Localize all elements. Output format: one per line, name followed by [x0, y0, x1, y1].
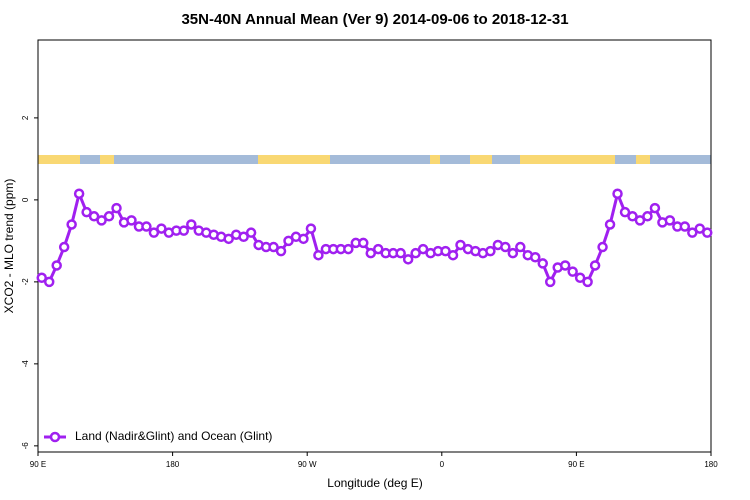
data-point: [687, 227, 698, 238]
data-point: [43, 276, 55, 288]
x-axis-label: Longitude (deg E): [327, 476, 422, 490]
data-point: [81, 206, 92, 218]
data-point: [559, 260, 571, 271]
data-point: [141, 221, 152, 232]
data-point: [455, 239, 466, 251]
data-point: [544, 276, 556, 288]
y-tick-label: 0: [21, 197, 30, 202]
data-point: [567, 266, 578, 277]
data-point: [515, 241, 526, 253]
chart-title: 35N-40N Annual Mean (Ver 9) 2014-09-06 t…: [181, 11, 568, 28]
x-tick-label: 0: [440, 460, 445, 469]
data-point: [619, 206, 631, 218]
data-point: [36, 272, 47, 284]
legend-label: Land (Nadir&Glint) and Ocean (Glint): [75, 429, 272, 443]
plot-frame: [37, 39, 712, 453]
data-point: [238, 231, 249, 243]
y-tick-label: -2: [21, 278, 30, 286]
data-point: [298, 233, 309, 245]
data-point: [664, 215, 676, 226]
data-point: [530, 252, 541, 263]
data-point: [51, 260, 62, 271]
data-point: [223, 233, 234, 245]
data-point: [343, 243, 354, 255]
data-point: [283, 235, 294, 247]
data-point: [537, 258, 548, 269]
data-point: [178, 225, 190, 236]
data-point: [485, 245, 496, 257]
data-point: [410, 247, 421, 259]
x-tick-label: 180: [704, 460, 718, 469]
data-point: [58, 241, 70, 253]
data-point: [395, 247, 406, 259]
data-point: [275, 245, 287, 257]
data-point: [372, 243, 384, 255]
data-point: [597, 241, 608, 253]
data-point: [627, 211, 638, 222]
data-point: [612, 188, 623, 199]
y-tick-label: 2: [21, 115, 30, 120]
legend-marker: [49, 431, 61, 443]
data-point: [268, 241, 279, 253]
data-point: [103, 211, 115, 222]
data-point: [582, 276, 593, 288]
x-tick-label: 90 W: [298, 460, 317, 469]
data-point: [148, 227, 160, 238]
data-point: [88, 211, 100, 222]
data-point: [604, 219, 616, 230]
land-ocean-strip: [38, 155, 711, 164]
y-axis-label: XCO2 - MLO trend (ppm): [2, 179, 16, 314]
data-point: [305, 223, 317, 234]
data-point: [507, 247, 519, 259]
data-point: [313, 249, 324, 261]
data-point: [702, 227, 713, 238]
data-point: [156, 223, 167, 234]
data-point: [365, 247, 377, 259]
x-tick-label: 180: [166, 460, 180, 469]
data-point: [73, 188, 85, 199]
data-point: [186, 219, 197, 230]
data-point: [358, 237, 369, 249]
x-tick-label: 90 E: [568, 460, 584, 469]
series-line: [41, 192, 708, 284]
data-point: [126, 215, 137, 226]
data-point: [66, 219, 77, 230]
data-point: [649, 202, 661, 214]
data-point: [96, 215, 107, 226]
data-point: [402, 254, 414, 265]
data-point: [589, 260, 601, 271]
y-tick-label: -6: [21, 442, 30, 450]
data-point: [679, 221, 691, 232]
data-point: [447, 249, 459, 261]
data-point: [574, 272, 586, 284]
data-point: [642, 211, 653, 222]
data-point: [694, 223, 706, 234]
data-point: [634, 215, 646, 226]
x-tick-label: 90 E: [30, 460, 46, 469]
data-point: [245, 227, 257, 238]
y-tick-label: -4: [21, 360, 30, 368]
data-point: [440, 245, 451, 257]
data-point: [111, 202, 122, 214]
data-point: [417, 243, 429, 255]
data-point: [500, 241, 511, 253]
